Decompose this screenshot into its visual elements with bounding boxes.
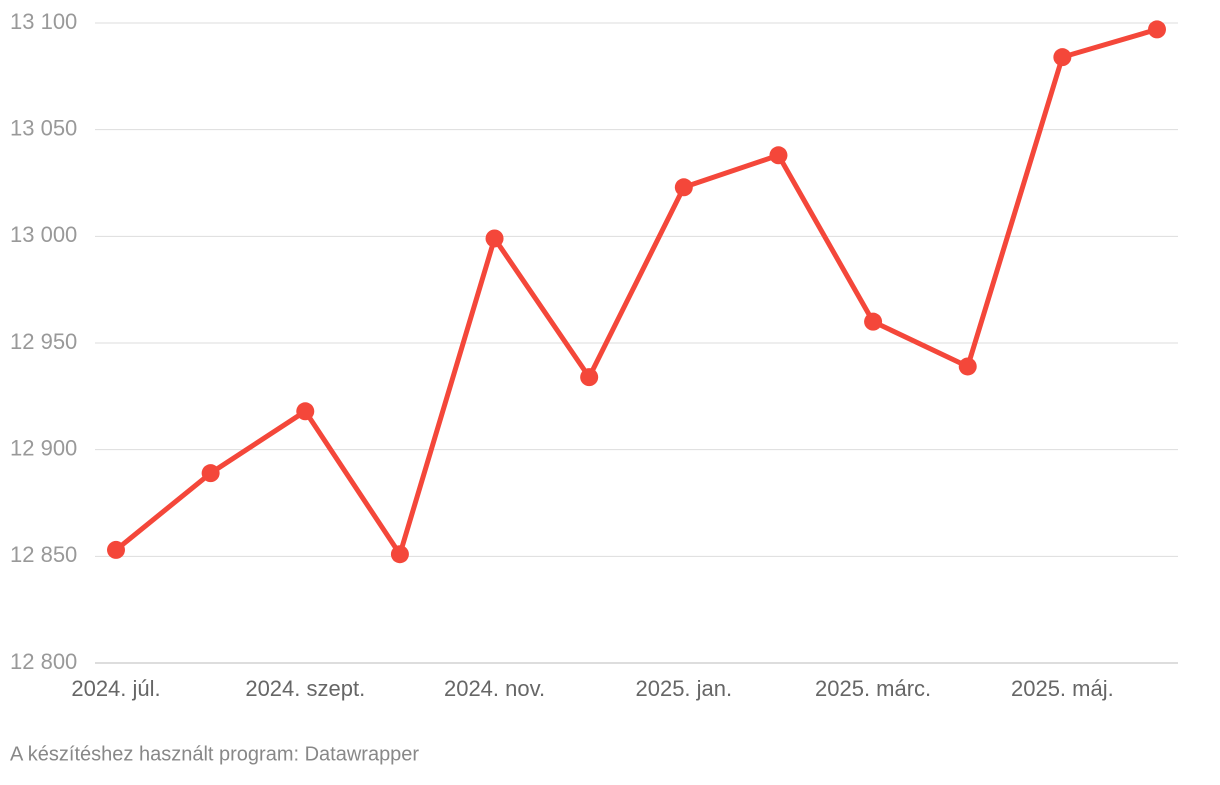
point: [296, 402, 315, 421]
y-tick-label: 12 950: [10, 329, 77, 354]
point: [201, 464, 220, 483]
point: [390, 545, 409, 564]
x-tick-label: 2025. máj.: [1011, 676, 1114, 701]
y-tick-label: 12 800: [10, 649, 77, 674]
y-tick-label: 12 900: [10, 435, 77, 460]
x-tick-label: 2024. szept.: [245, 676, 365, 701]
y-tick-label: 12 850: [10, 542, 77, 567]
point: [1053, 48, 1072, 67]
point: [1148, 20, 1166, 39]
y-tick-label: 13 100: [10, 9, 77, 34]
point: [485, 229, 504, 248]
line: [114, 27, 1158, 557]
point: [580, 368, 599, 387]
y-tick-label: 13 050: [10, 115, 77, 140]
footer: A készítéshez használt program: Datawrap…: [10, 743, 419, 765]
point: [864, 312, 883, 331]
x-tick-label: 2024. júl.: [71, 676, 160, 701]
x-tick-label: 2025. márc.: [815, 676, 931, 701]
point: [769, 146, 788, 165]
y-tick-label: 13 000: [10, 222, 77, 247]
point: [674, 178, 693, 197]
point: [107, 540, 125, 559]
point: [958, 357, 977, 376]
x-tick-label: 2024. nov.: [444, 676, 545, 701]
x-tick-label: 2025. jan.: [635, 676, 732, 701]
